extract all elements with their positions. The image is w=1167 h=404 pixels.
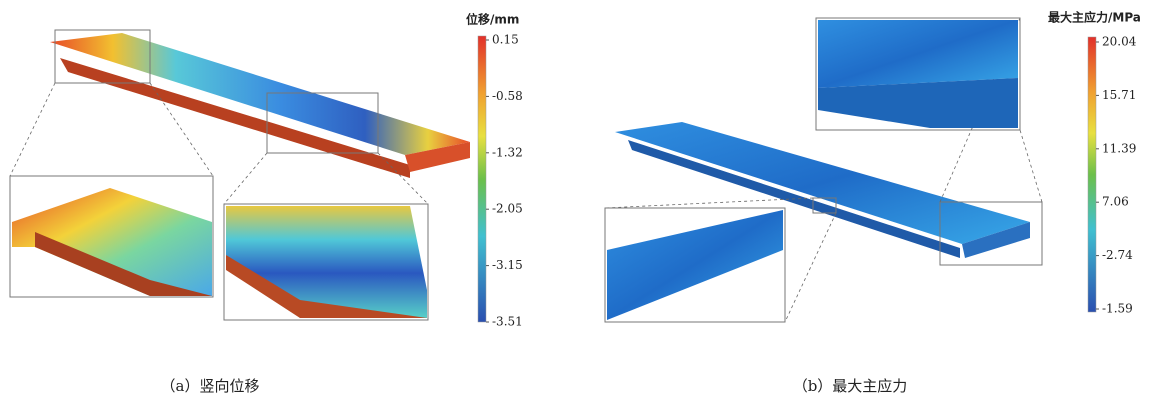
colorbar-tick-label: 11.39 [1102,141,1136,155]
colorbar-tick-label: -3.15 [492,258,523,272]
colorbar-tick-label: -0.58 [492,89,523,103]
colorbar-b: 最大主应力/MPa [1048,10,1141,313]
caption: （b）最大主应力 [793,377,908,395]
colorbar-tick-label: 0.15 [492,33,519,47]
colorbar-tick-label: -3.51 [492,315,523,329]
colorbar-tick-label: -1.59 [1102,302,1133,316]
caption: （a）竖向位移 [161,377,260,395]
beam-b [604,17,1043,323]
colorbar-tick-label: -2.05 [492,202,523,216]
colorbar-tick-label: -2.74 [1102,248,1133,262]
colorbar-tick-label: 20.04 [1102,35,1137,49]
colorbar-a: 位移/mm [466,12,519,323]
colorbar-tick-label: -1.32 [492,145,523,159]
colorbar-title: 位移/mm [466,12,519,27]
beam-a [9,29,470,321]
colorbar-tick-label: 7.06 [1102,195,1129,209]
colorbar-tick-label: 15.71 [1102,88,1136,102]
colorbar-title: 最大主应力/MPa [1048,10,1141,25]
